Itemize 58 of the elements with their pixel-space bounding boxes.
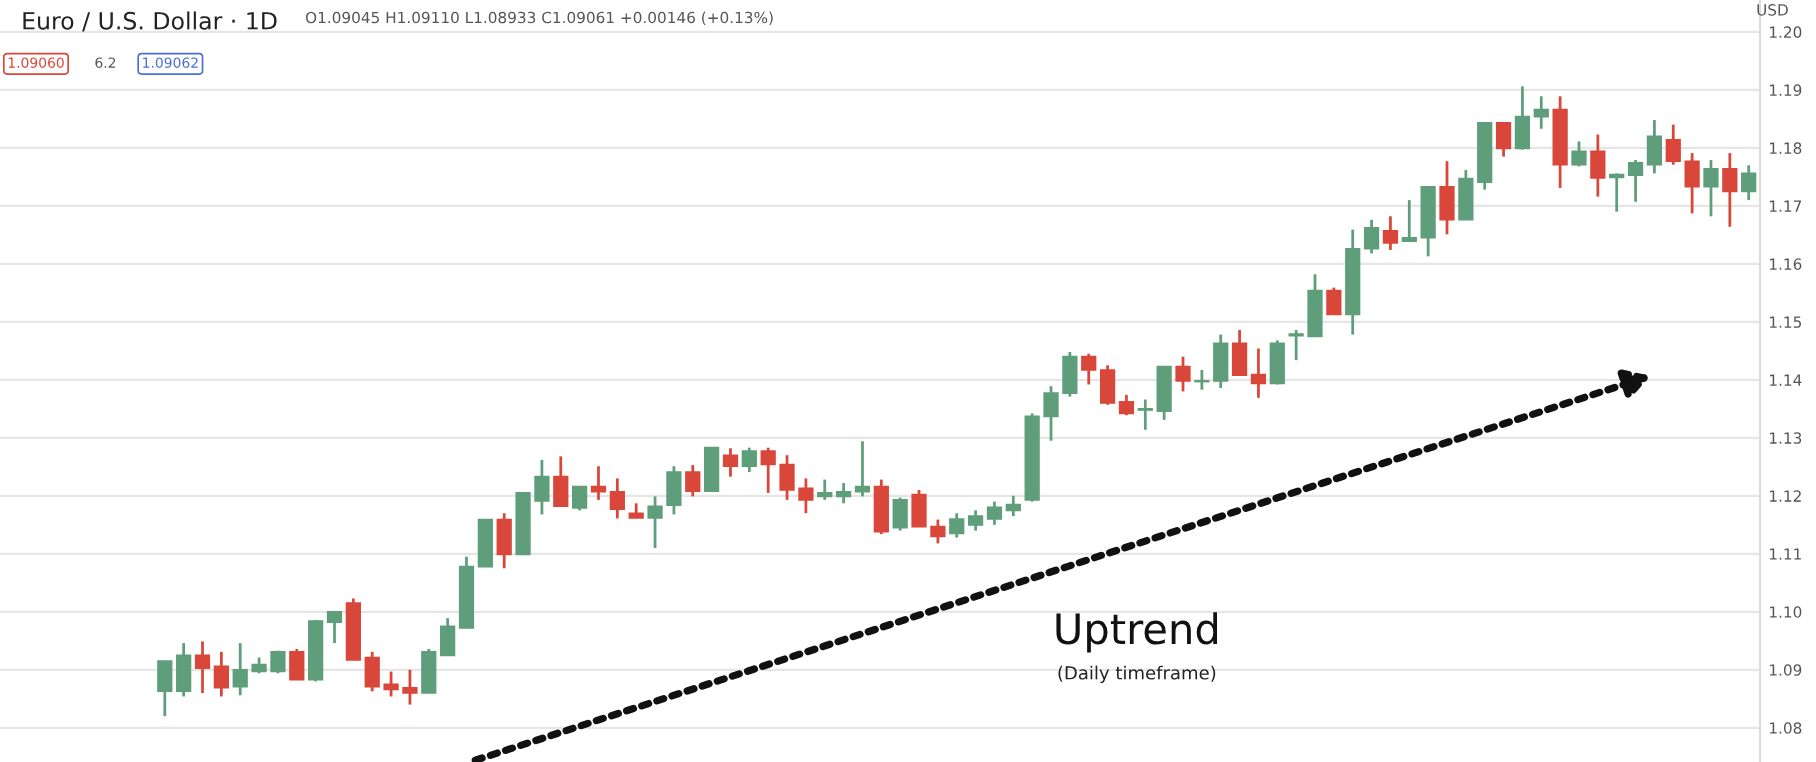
candlestick	[892, 496, 908, 533]
candlestick	[1722, 151, 1738, 229]
candlestick	[1137, 398, 1153, 432]
candlestick	[1194, 368, 1210, 392]
candlestick	[1609, 172, 1625, 214]
candlestick	[1571, 140, 1587, 168]
candlestick	[1156, 365, 1172, 422]
candlestick	[609, 477, 625, 520]
chart-title: Euro / U.S. Dollar · 1D	[23, 11, 277, 32]
annotation: Uptrend	[1056, 612, 1218, 653]
candlestick	[157, 659, 173, 718]
candlestick	[1363, 218, 1380, 255]
candlestick	[967, 508, 984, 533]
candlestick	[949, 511, 965, 539]
candlestick	[722, 446, 739, 479]
candlestick	[1081, 352, 1097, 386]
candlestick	[1495, 121, 1512, 158]
candlestick	[213, 650, 229, 698]
candlestick	[1099, 363, 1116, 407]
candlestick	[289, 647, 305, 682]
candlestick	[477, 518, 493, 568]
candlestick	[1118, 393, 1135, 417]
candlestick	[553, 455, 569, 508]
candlestick	[176, 641, 192, 698]
annotation: (Daily timeframe)	[1058, 665, 1216, 684]
candlestick	[1326, 286, 1342, 316]
candlestick	[1627, 158, 1644, 204]
candlestick	[1703, 158, 1719, 218]
candlestick	[986, 500, 1003, 527]
candlestick	[590, 464, 607, 502]
candlestick	[1514, 85, 1531, 152]
candlestick	[1646, 118, 1663, 175]
candlestick	[1005, 494, 1021, 518]
candlestick	[1250, 347, 1267, 400]
candlestick	[1401, 198, 1417, 243]
candlestick	[1533, 94, 1549, 131]
candlestick	[326, 610, 343, 645]
candlestick	[194, 639, 211, 695]
candlestick	[1175, 355, 1191, 393]
candlestick	[1213, 333, 1229, 390]
candlestick	[1458, 168, 1474, 222]
candlestick	[835, 481, 852, 505]
candlestick	[817, 478, 833, 502]
candlestick	[1741, 163, 1757, 202]
candlestick	[421, 647, 437, 695]
candlestick	[703, 446, 720, 493]
candlestick	[1269, 339, 1285, 386]
candlestick	[854, 439, 871, 498]
candlestick	[1231, 328, 1248, 377]
candlestick	[1590, 133, 1606, 198]
candlestick	[1382, 214, 1399, 252]
candlestick	[572, 485, 588, 512]
candlestick	[741, 446, 757, 474]
candlestick	[685, 463, 701, 498]
candlestick	[440, 616, 456, 657]
candlestick	[873, 478, 889, 536]
candlestick	[1439, 159, 1455, 236]
candlestick	[496, 511, 512, 570]
